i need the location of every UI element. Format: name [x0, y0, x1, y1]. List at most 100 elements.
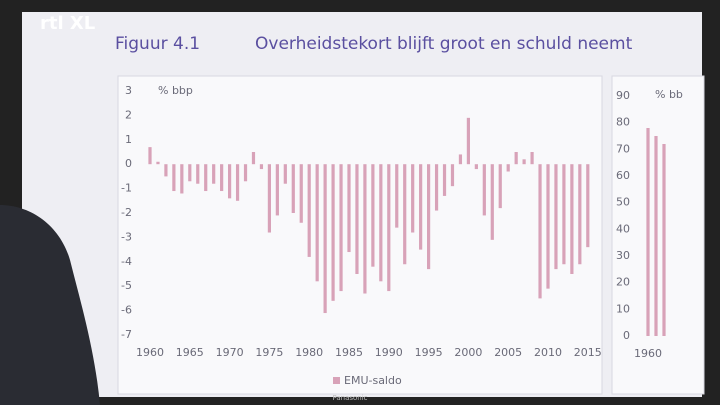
bar [220, 164, 224, 192]
x-tick-label: 2000 [454, 346, 482, 359]
bar [427, 164, 431, 270]
bar [411, 164, 415, 233]
x-tick-label: 1985 [335, 346, 363, 359]
y-axis-label: % bb [655, 88, 683, 101]
y-tick-label: -3 [121, 230, 132, 243]
y-tick-label: 20 [616, 276, 630, 289]
bar [251, 152, 256, 165]
bar [347, 164, 351, 253]
x-tick-label: 2005 [494, 346, 522, 359]
channel-logo: rtl XL [40, 13, 95, 34]
y-tick-label: -6 [121, 304, 132, 317]
bar [450, 164, 455, 187]
legend-swatch [333, 377, 340, 384]
bar [554, 164, 558, 270]
bar [482, 164, 486, 216]
bar [259, 164, 264, 170]
bar [188, 164, 192, 182]
y-tick-label: 2 [125, 108, 132, 121]
bar [395, 164, 399, 228]
x-tick-label: 1975 [255, 346, 283, 359]
bar [307, 164, 311, 257]
bar [466, 117, 470, 165]
presenter-silhouette [0, 205, 100, 405]
bar [243, 164, 248, 182]
bar [323, 164, 327, 314]
bar [235, 164, 240, 201]
y-tick-label: 3 [125, 84, 132, 97]
x-tick-label: 1980 [295, 346, 323, 359]
y-tick-label: 80 [616, 116, 630, 129]
bar [474, 164, 478, 170]
bar [490, 164, 494, 240]
bar [172, 164, 176, 192]
bar [458, 154, 463, 165]
bar [522, 159, 526, 165]
chart-title: Overheidstekort blijft groot en schuld n… [255, 34, 633, 54]
bar [586, 164, 590, 248]
figure-label: Figuur 4.1 [115, 34, 200, 54]
bar [419, 164, 423, 250]
y-tick-label: 40 [616, 222, 630, 235]
bar [387, 164, 391, 292]
bar [363, 164, 367, 294]
plot-panel [117, 75, 603, 395]
bar [267, 164, 271, 233]
y-tick-label: 60 [616, 169, 630, 182]
x-tick-label: 1960 [136, 346, 164, 359]
x-tick-label: 2015 [574, 346, 602, 359]
bar [646, 128, 650, 336]
bar [275, 164, 279, 216]
bar [315, 164, 319, 282]
bar [514, 152, 518, 165]
bar [339, 164, 343, 292]
bar [546, 164, 550, 289]
bar [498, 164, 502, 209]
x-tick-label: 1960 [634, 347, 662, 360]
bar [654, 136, 658, 336]
plot-panel [611, 75, 705, 395]
bar [442, 164, 447, 196]
bar [379, 164, 383, 282]
bar [355, 164, 359, 274]
bar [434, 164, 439, 211]
bar [371, 164, 375, 267]
bar [562, 164, 566, 265]
bar [530, 152, 534, 165]
y-tick-label: 1 [125, 133, 132, 146]
x-tick-label: 1995 [415, 346, 443, 359]
x-tick-label: 1965 [176, 346, 204, 359]
bar [291, 164, 295, 213]
y-tick-label: 0 [623, 329, 630, 342]
x-tick-label: 1990 [375, 346, 403, 359]
y-tick-label: 10 [616, 302, 630, 315]
y-axis-label: % bbp [158, 84, 193, 97]
tv-brand: Panasonic [332, 394, 367, 402]
x-tick-label: 1970 [216, 346, 244, 359]
bar [196, 164, 200, 184]
y-tick-label: 90 [616, 89, 630, 102]
bar [148, 147, 152, 165]
bar [331, 164, 335, 301]
bar [570, 164, 574, 274]
bar [662, 144, 666, 336]
legend-label: EMU-saldo [344, 374, 402, 387]
bar [506, 164, 510, 172]
bar [212, 164, 216, 184]
y-tick-label: -4 [121, 255, 132, 268]
y-tick-label: 70 [616, 142, 630, 155]
bar [578, 164, 582, 265]
x-tick-label: 2010 [534, 346, 562, 359]
y-tick-label: -5 [121, 279, 132, 292]
bar [180, 164, 184, 194]
bar [299, 164, 303, 223]
y-tick-label: 30 [616, 249, 630, 262]
bar [403, 164, 407, 265]
bar [164, 164, 168, 177]
y-tick-label: -2 [121, 206, 132, 219]
bar [228, 164, 232, 199]
y-tick-label: 50 [616, 196, 630, 209]
bar [283, 164, 287, 184]
bar [156, 161, 160, 165]
